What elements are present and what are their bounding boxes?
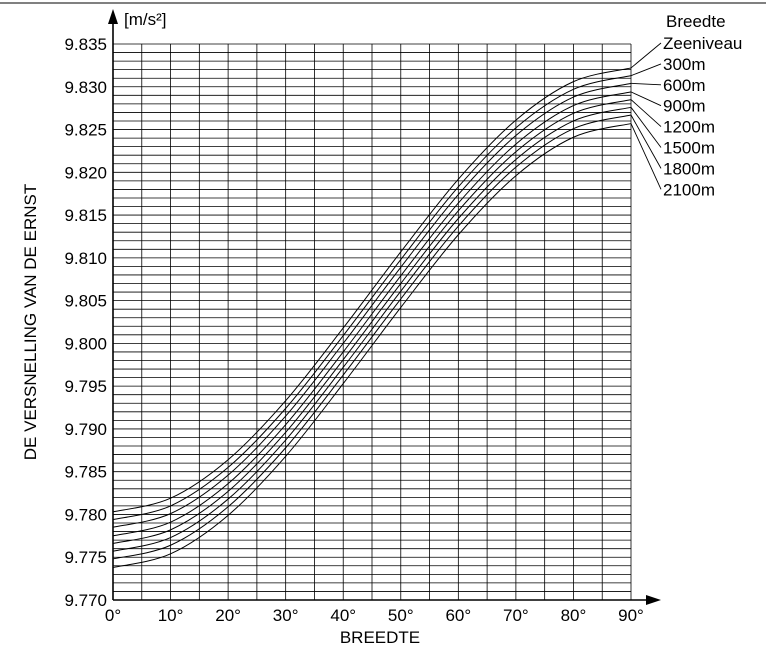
legend-entry: 1800m xyxy=(663,159,715,178)
y-tick-label: 9.770 xyxy=(64,591,107,610)
legend-entry: Zeeniveau xyxy=(663,34,742,53)
y-tick-label: 9.820 xyxy=(64,163,107,182)
legend-leader xyxy=(630,63,662,77)
legend: Breedte Zeeniveau 300m 600m 900m 1200m 1500m1… xyxy=(663,12,742,199)
legend-entry: 2100m xyxy=(663,180,715,199)
series-line xyxy=(112,75,632,521)
series-line xyxy=(112,106,632,552)
x-tick-label: 30° xyxy=(273,606,299,625)
series-line xyxy=(112,123,632,568)
x-tick-label: 40° xyxy=(330,606,356,625)
legend-entry: 300m xyxy=(663,55,706,74)
legend-leader xyxy=(630,82,662,86)
y-tick-label: 9.785 xyxy=(64,463,107,482)
y-tick-label: 9.835 xyxy=(64,35,107,54)
x-axis-title: BREEDTE xyxy=(340,628,420,647)
y-axis-title: DE VERSNELLING VAN DE ERNST xyxy=(21,184,40,460)
legend-leader xyxy=(630,42,662,69)
y-tick-label: 9.810 xyxy=(64,249,107,268)
x-tick-label: 50° xyxy=(388,606,414,625)
x-tick-label: 90° xyxy=(618,606,644,625)
y-axis-arrow xyxy=(108,9,118,24)
x-tick-label: 10° xyxy=(158,606,184,625)
series-lines xyxy=(112,67,632,568)
x-tick-label: 70° xyxy=(503,606,529,625)
x-tick-label: 60° xyxy=(445,606,471,625)
y-tick-label: 9.780 xyxy=(64,505,107,524)
series-line xyxy=(112,99,632,545)
series-line xyxy=(112,67,632,513)
legend-leader xyxy=(630,114,662,169)
y-tick-label: 9.800 xyxy=(64,334,107,353)
axes xyxy=(0,2,766,605)
x-tick-label: 80° xyxy=(561,606,587,625)
y-tick-label: 9.805 xyxy=(64,292,107,311)
x-axis-arrow xyxy=(646,595,661,605)
series-line xyxy=(112,114,632,560)
y-tick-label: 9.825 xyxy=(64,121,107,140)
legend-entry: 900m xyxy=(663,97,706,116)
legend-leader xyxy=(630,123,662,190)
y-tick-label: 9.815 xyxy=(64,206,107,225)
legend-entry: 1500m xyxy=(663,139,715,158)
series-line xyxy=(112,82,632,528)
legend-entry: 600m xyxy=(663,76,706,95)
legend-leaders xyxy=(630,42,662,190)
series-line xyxy=(112,91,632,537)
legend-entry: 1200m xyxy=(663,118,715,137)
y-tick-label: 9.795 xyxy=(64,377,107,396)
legend-title: Breedte xyxy=(666,12,726,31)
legend-leader xyxy=(630,99,662,127)
legend-leader xyxy=(630,91,662,107)
y-tick-label: 9.790 xyxy=(64,420,107,439)
y-tick-label: 9.775 xyxy=(64,548,107,567)
legend-leader xyxy=(630,107,662,148)
x-tick-label: 20° xyxy=(215,606,241,625)
y-tick-labels: 9.770 9.775 9.780 9.785 9.790 9.795 9.800 9.805… xyxy=(64,35,107,610)
y-axis-unit: [m/s²] xyxy=(124,10,167,29)
x-tick-label: 0° xyxy=(105,606,121,625)
y-tick-label: 9.830 xyxy=(64,78,107,97)
x-tick-labels: 0° 10° 20° 30° 40° 50° 60° 70° 80° 90° xyxy=(105,606,644,625)
